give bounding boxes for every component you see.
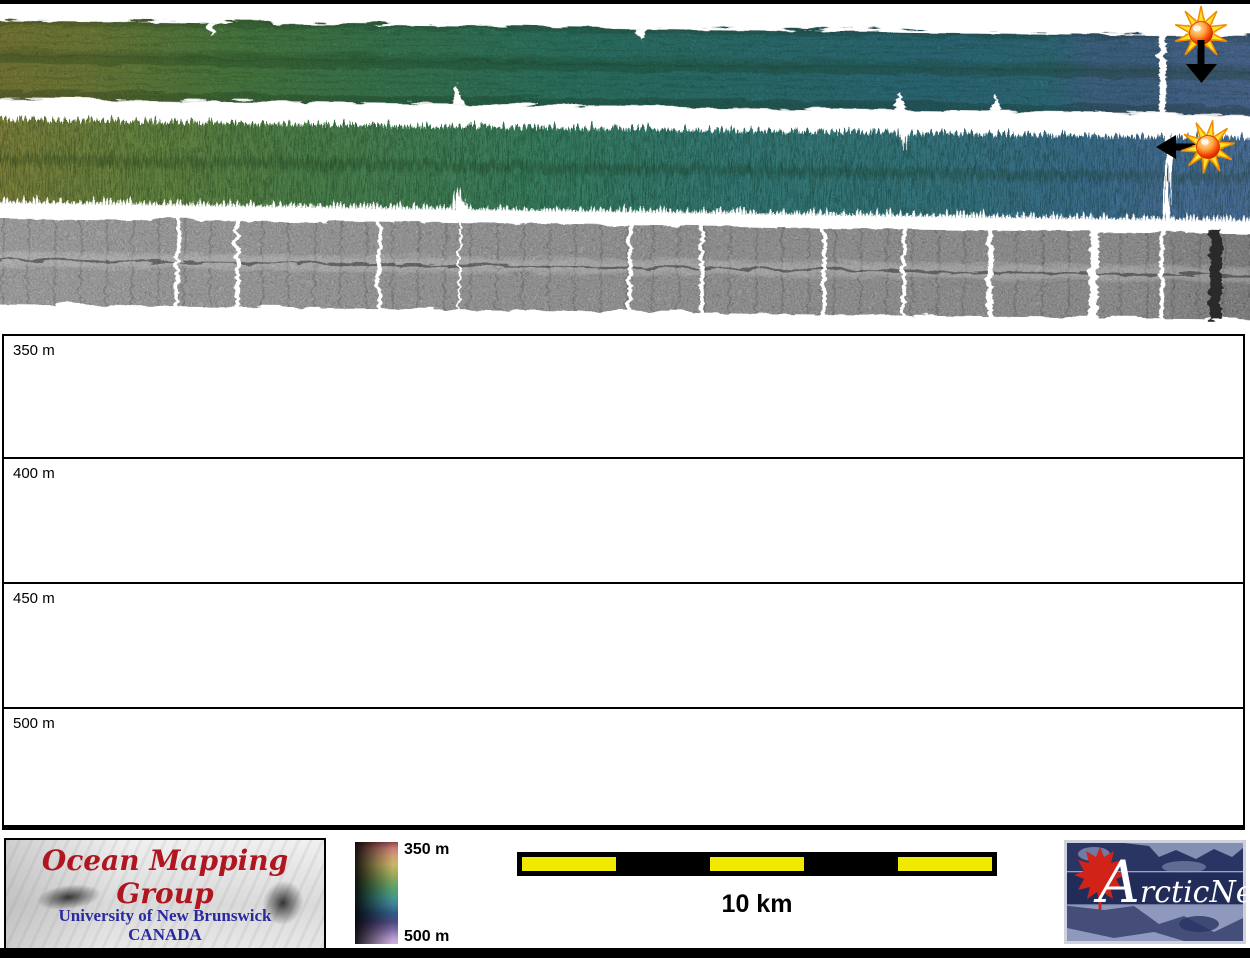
depth-colorbar xyxy=(355,842,398,944)
distance-scale-bar xyxy=(517,852,997,876)
ocean-mapping-group-logo: Ocean Mapping Group University of New Br… xyxy=(4,838,326,950)
gridline-400m xyxy=(4,457,1243,459)
bathymetry-swath-top xyxy=(0,17,1250,116)
omg-university: University of New Brunswick xyxy=(58,906,272,925)
event-marker-left xyxy=(1156,115,1239,179)
depth-tick-400m: 400 m xyxy=(13,465,55,482)
depth-tick-450m: 450 m xyxy=(13,590,55,607)
omg-title: Ocean Mapping Group xyxy=(41,844,289,910)
arrow-down-icon xyxy=(1186,40,1217,83)
colorbar-top-label: 350 m xyxy=(404,841,450,858)
arcticnet-logo: ArcticNet xyxy=(1064,840,1246,944)
scale-segment xyxy=(804,857,898,871)
swath-panel xyxy=(0,5,1250,321)
omg-country: CANADA xyxy=(128,925,202,944)
scale-segment xyxy=(616,857,710,871)
depth-profile-chart: 350 m 400 m 450 m 500 m xyxy=(2,334,1245,830)
scale-segment xyxy=(898,857,992,871)
gridline-500m xyxy=(4,707,1243,709)
event-marker-down xyxy=(1174,5,1228,83)
frame-top-border xyxy=(0,0,1250,4)
depth-tick-350m: 350 m xyxy=(13,342,55,359)
depth-tick-500m: 500 m xyxy=(13,715,55,732)
bathymetry-swath-middle xyxy=(0,115,1250,218)
maple-leaf-icon xyxy=(1074,847,1126,910)
scale-bar-label: 10 km xyxy=(721,890,793,918)
scale-segment xyxy=(522,857,616,871)
frame-bottom-border xyxy=(0,948,1250,958)
arcticnet-wordmark: ArcticNet xyxy=(1093,848,1246,916)
gridline-450m xyxy=(4,582,1243,584)
sidescan-swath xyxy=(0,214,1250,321)
scale-segment xyxy=(710,857,804,871)
colorbar-bottom-label: 500 m xyxy=(404,928,450,945)
